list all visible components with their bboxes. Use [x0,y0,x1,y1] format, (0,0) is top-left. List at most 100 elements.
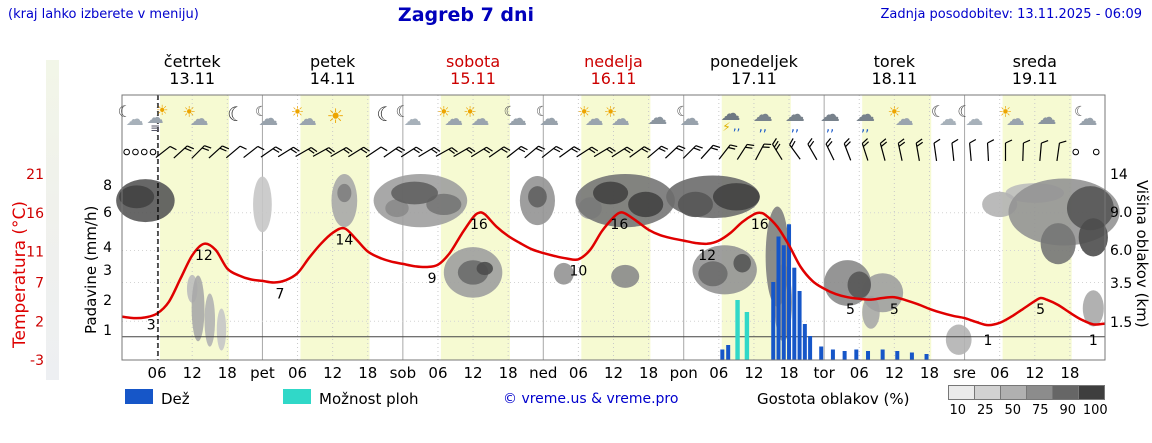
wind-barbs [123,137,1100,162]
svg-text:5: 5 [846,302,855,318]
svg-text:06: 06 [428,364,447,382]
svg-text:sre: sre [953,364,976,382]
density-tick-label: 25 [976,403,994,418]
storm-icon: ☁⚡ ‚‚ [721,101,741,134]
sun-cloud-icon: ☀☁ [604,103,630,130]
svg-text:☀: ☀ [999,103,1012,121]
svg-text:1: 1 [103,323,112,339]
sun-cloud-icon: ☀☁ [291,103,317,130]
svg-text:☀: ☀ [291,103,304,121]
day-name: ponedeljek [709,52,798,71]
density-scale-segment [1001,386,1027,399]
density-tick-label: 90 [1059,403,1077,418]
svg-text:☾: ☾ [255,104,268,120]
density-scale-segment [1053,386,1079,399]
svg-text:pet: pet [250,364,275,382]
svg-text:☀: ☀ [156,103,169,119]
svg-text:☀: ☀ [887,103,900,121]
temperature-ticks: 21 16 11 7 2 -3 [26,167,44,369]
svg-text:☾: ☾ [536,104,549,120]
svg-text:18: 18 [358,364,377,382]
last-update-text: Zadnja posodobitev: 13.11.2025 - 06:09 [880,7,1142,22]
svg-text:☁: ☁ [1036,105,1056,129]
svg-text:‚‚: ‚‚ [826,120,834,135]
svg-text:12: 12 [1025,364,1044,382]
svg-text:☁: ☁ [539,106,559,130]
day-date: 14.11 [309,69,356,88]
svg-text:☁: ☁ [147,108,164,128]
temperature-color-strip [46,60,59,380]
svg-text:☾: ☾ [676,104,689,120]
moon-icon: ☾ [376,102,394,126]
day-date: 17.11 [731,69,777,88]
cloud-moon-icon: ☾☁ [255,104,278,130]
page-title: Zagreb 7 dni [397,4,535,26]
svg-text:06: 06 [288,364,307,382]
svg-text:ned: ned [529,364,557,382]
svg-text:7: 7 [276,287,285,303]
svg-text:☾: ☾ [504,104,517,120]
svg-text:☁: ☁ [895,108,914,130]
rain-cloud-icon: ☁‚‚ [855,102,875,135]
cloud-density-ticks: 10 25 50 75 90 100 [944,403,1109,418]
sun-cloud-icon: ☀☁ [437,103,463,130]
precipitation-ticks: 8 6 4 3 2 1 [103,178,112,339]
rain-legend-label: Dež [161,390,190,408]
day-header: sreda 19.11 [965,53,1105,87]
svg-text:12: 12 [195,248,213,264]
day-date: 13.11 [169,69,216,88]
sun-cloud-icon: ☀☁ [182,103,208,130]
svg-text:18: 18 [639,364,658,382]
svg-text:14: 14 [335,232,353,248]
svg-text:☁: ☁ [820,102,840,126]
svg-text:18: 18 [1060,364,1079,382]
svg-text:12: 12 [604,364,623,382]
svg-text:‚‚: ‚‚ [759,120,767,135]
density-scale-segment [1027,386,1053,399]
svg-text:06: 06 [850,364,869,382]
rain-cloud-icon: ☁‚‚ [753,102,773,135]
svg-text:☁: ☁ [965,109,983,130]
svg-text:16: 16 [26,206,44,222]
svg-text:12: 12 [885,364,904,382]
svg-text:☀: ☀ [604,103,617,121]
svg-text:☁: ☁ [444,108,463,130]
svg-text:☁: ☁ [855,102,875,126]
svg-text:14: 14 [1110,167,1128,183]
day-date: 15.11 [450,69,496,88]
sun-cloud-icon: ☀☁ [999,103,1025,130]
weather-icons: ☾☁ ☀☁≡☀☁ ☾ ☾☁ ☀☁ ☀ ☾ ☾☁ ☀☁ ☀☁ ☾☁ ☾☁ ☀☁ ☀☁ ☁ ☾☁ ☁⚡ ‚‚ ☁‚‚☁‚… [118,101,1098,135]
svg-text:☾: ☾ [396,102,410,121]
svg-text:16: 16 [610,217,628,233]
svg-text:‚‚: ‚‚ [791,120,799,135]
menu-hint-text: (kraj lahko izberete v meniju) [8,7,199,22]
svg-text:☁: ☁ [647,105,667,129]
day-header: torek 18.11 [824,53,964,87]
svg-text:sob: sob [390,364,417,382]
svg-text:‚‚: ‚‚ [861,120,869,135]
svg-text:☁: ☁ [404,109,422,130]
svg-text:8: 8 [103,178,112,194]
density-scale-segment [1079,386,1104,399]
svg-text:‚‚: ‚‚ [733,119,741,133]
sun-cloud-icon: ☀☁ [577,103,603,130]
cloud-icon: ☁ [1036,105,1056,129]
svg-text:☀: ☀ [327,104,345,128]
density-tick-label: 75 [1031,403,1049,418]
svg-text:pon: pon [670,364,698,382]
cloud-moon-icon: ☾☁ [676,104,699,130]
moon-cloud-icon: ☾☁ [118,102,144,130]
day-header: nedelja 16.11 [544,53,684,87]
svg-text:☾: ☾ [227,102,245,126]
svg-text:18: 18 [779,364,798,382]
temperature-curve [121,211,1106,327]
temperature-point-labels: 3 12 7 14 9 16 10 16 12 16 5 5 1 5 1 [147,217,1098,349]
rain-cloud-icon: ☁‚‚ [785,102,805,135]
svg-text:18: 18 [218,364,237,382]
svg-text:11: 11 [26,245,44,261]
fog-sun-icon: ☀☁≡ [147,103,169,135]
day-header: četrtek 13.11 [122,53,262,87]
density-tick-label: 50 [1004,403,1022,418]
copyright-link[interactable]: © vreme.us & vreme.pro [503,391,679,407]
rain-legend-swatch [125,389,153,404]
